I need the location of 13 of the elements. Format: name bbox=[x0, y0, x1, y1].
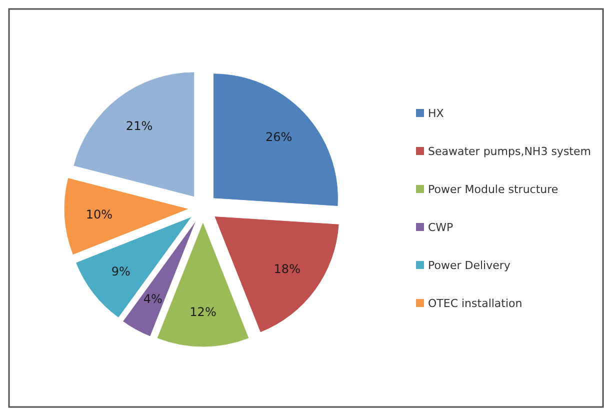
data-label: 12% bbox=[190, 305, 216, 319]
data-label: 9% bbox=[111, 264, 130, 279]
data-label: 10% bbox=[86, 208, 113, 222]
legend-label: Seawater pumps,NH3 system bbox=[428, 144, 591, 158]
data-label: 26% bbox=[265, 130, 292, 144]
legend-label: Power Delivery bbox=[428, 258, 511, 272]
data-label: 21% bbox=[126, 118, 153, 133]
data-label: 18% bbox=[274, 262, 300, 276]
legend-label: HX bbox=[428, 106, 444, 120]
legend-label: CWP bbox=[428, 220, 454, 234]
data-label: 4% bbox=[143, 292, 162, 306]
legend-label: Power Module structure bbox=[428, 182, 558, 196]
legend-label: OTEC installation bbox=[428, 296, 522, 310]
